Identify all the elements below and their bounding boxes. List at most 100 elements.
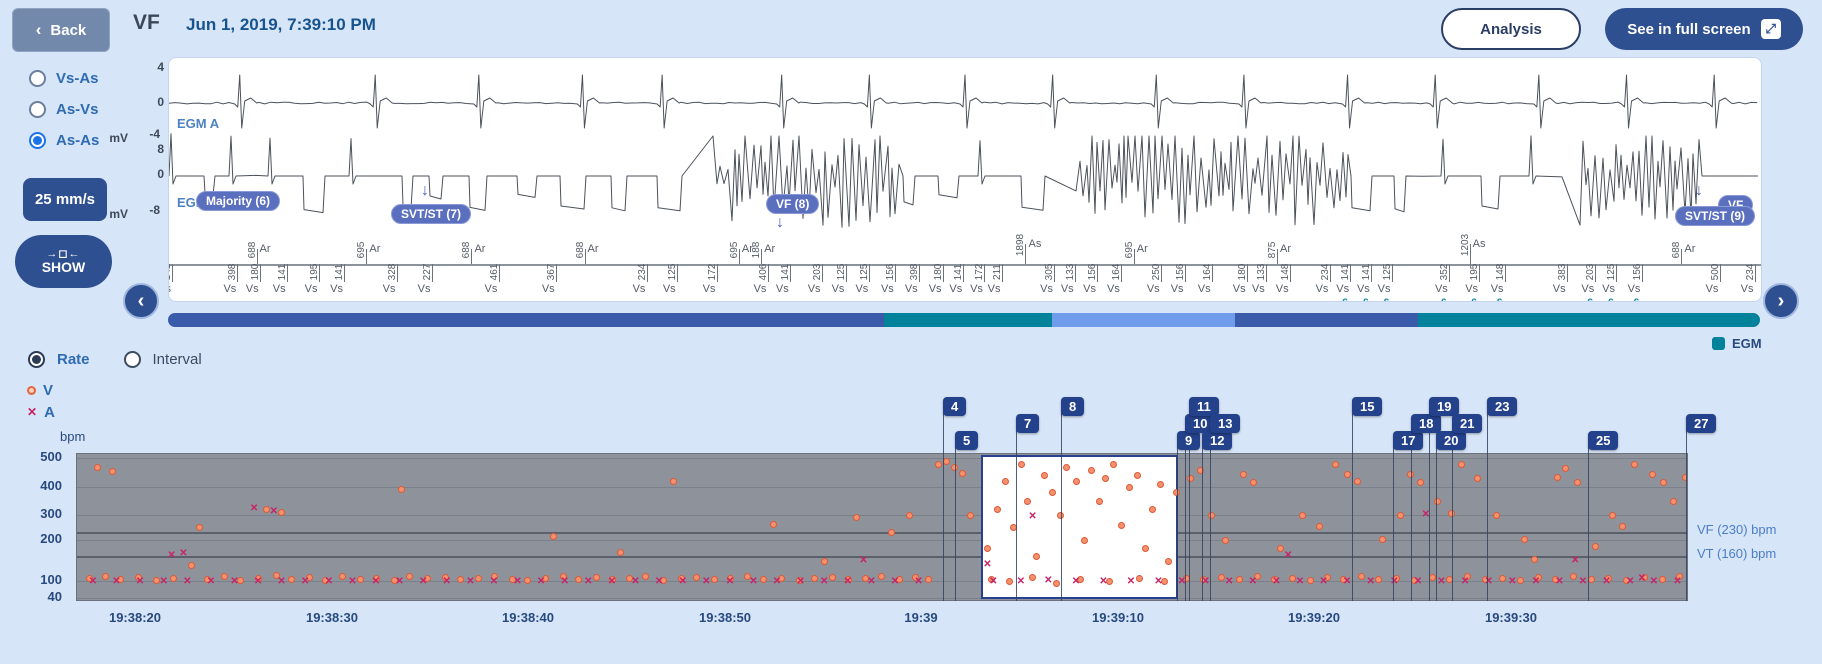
- v-rate-point: [372, 574, 380, 582]
- episode-line-8: [1061, 405, 1062, 601]
- radio-as-vs[interactable]: As-Vs: [29, 101, 99, 118]
- episode-flag-10[interactable]: 10: [1185, 414, 1216, 433]
- back-button[interactable]: ‹ Back: [12, 8, 110, 52]
- episode-line-19: [1429, 405, 1430, 601]
- episode-flag-17[interactable]: 17: [1393, 431, 1424, 450]
- analysis-button[interactable]: Analysis: [1441, 8, 1581, 50]
- v-rate-point: [1609, 511, 1617, 519]
- marker-tick: [237, 264, 239, 282]
- episode-flag-5[interactable]: 5: [955, 431, 979, 450]
- y-tick-100: 100: [40, 572, 62, 587]
- mode-radio-group: Rate Interval: [28, 351, 202, 368]
- v-rate-point: [575, 575, 583, 583]
- episode-flag-27[interactable]: 27: [1686, 414, 1717, 433]
- v-rate-point: [844, 576, 852, 584]
- radio-as-vs-dot[interactable]: [29, 101, 46, 118]
- rate-plot-area[interactable]: ✕ ✕ ✕ ✕ ✕ ✕ ✕ ✕ ✕ ✕ ✕ ✕ ✕ ✕ ✕ ✕ ✕ ✕ ✕ ✕ ✕ ✕ ✕ ✕ ✕ ✕ ✕ ✕ ✕ ✕ ✕ ✕ ✕ ✕ ✕ ✕ ✕ ✕ ✕ ✕…: [76, 453, 1688, 601]
- episode-flag-8[interactable]: 8: [1061, 397, 1085, 416]
- v-rate-point: [862, 575, 870, 582]
- marker-type-label: Vs: [382, 283, 396, 295]
- egm-a-waveform: [169, 74, 1758, 129]
- marker-type-label: Vs: [1146, 283, 1160, 295]
- v-rate-point: [608, 576, 616, 584]
- episode-flag-19[interactable]: 19: [1429, 397, 1460, 416]
- v-rate-point: [1053, 579, 1060, 587]
- strip-position-bar[interactable]: [168, 313, 1760, 327]
- rate-trend-chart: ✕ ✕ ✕ ✕ ✕ ✕ ✕ ✕ ✕ ✕ ✕ ✕ ✕ ✕ ✕ ✕ ✕ ✕ ✕ ✕ ✕ ✕ ✕ ✕ ✕ ✕ ✕ ✕ ✕ ✕ ✕ ✕ ✕ ✕ ✕ ✕ ✕ ✕ ✕ ✕…: [76, 395, 1717, 601]
- v-rate-point: [1416, 479, 1424, 487]
- v-rate-point: [1552, 575, 1560, 583]
- episode-flag-20[interactable]: 20: [1436, 431, 1467, 450]
- marker-capture-flag: c: [1440, 296, 1447, 302]
- marker-tick: [942, 264, 944, 282]
- a-rate-point: ✕: [820, 575, 829, 587]
- chevron-left-icon: ‹: [35, 20, 42, 39]
- v-rate-point: [423, 575, 431, 583]
- episode-flag-18[interactable]: 18: [1411, 414, 1442, 433]
- episode-flag-13[interactable]: 13: [1210, 414, 1241, 433]
- a-rate-point: ✕: [206, 575, 216, 587]
- v-rate-point: [117, 576, 125, 584]
- radio-vs-as[interactable]: Vs-As: [29, 70, 99, 87]
- a-rate-point: ✕: [1508, 576, 1517, 588]
- episode-flag-23[interactable]: 23: [1487, 397, 1518, 416]
- marker-type-label: Vs: [904, 283, 918, 295]
- interval-radio-wrap[interactable]: Interval: [123, 351, 202, 368]
- marker-tick: [1184, 264, 1186, 282]
- marker-type-label: Vs: [1275, 283, 1289, 295]
- episode-line-4: [943, 405, 944, 601]
- annotation-svt-st-9-: SVT/ST (9): [1675, 206, 1756, 226]
- a-rate-point: ✕: [112, 575, 121, 587]
- show-button[interactable]: →◻← SHOW: [15, 235, 112, 288]
- episode-flag-7[interactable]: 7: [1016, 414, 1040, 433]
- v-rate-point: [109, 468, 117, 476]
- v-rate-point: [1017, 461, 1025, 469]
- episode-flag-25[interactable]: 25: [1588, 431, 1619, 450]
- episode-flag-4[interactable]: 4: [943, 397, 967, 416]
- v-rate-point: [1562, 465, 1570, 473]
- scroll-left-button[interactable]: ‹: [123, 283, 159, 319]
- v-rate-point: [994, 506, 1001, 514]
- y-tick-40: 40: [47, 589, 62, 604]
- v-rate-point: [134, 574, 142, 582]
- a-rate-point: ✕: [1225, 576, 1234, 588]
- episode-flag-15[interactable]: 15: [1352, 397, 1383, 416]
- v-rate-point: [357, 575, 365, 583]
- marker-tick: [845, 264, 847, 282]
- v-rate-point: [1141, 545, 1149, 553]
- marker-capture-flag: c: [1471, 296, 1477, 302]
- gridline-100: [77, 581, 1687, 583]
- scroll-right-button[interactable]: ›: [1763, 283, 1799, 319]
- marker-tick: [1641, 264, 1643, 282]
- gridline-500: [77, 458, 1687, 460]
- radio-as-as-dot[interactable]: [29, 132, 46, 149]
- v-rate-point: [1406, 470, 1414, 478]
- a-rate-point: ✕: [1028, 511, 1037, 523]
- marker-tick: [984, 264, 986, 282]
- episode-line-17: [1393, 439, 1394, 601]
- annotation-arrow-down-icon: ↓: [1695, 182, 1703, 199]
- marker-type-label: Vs: [1060, 283, 1074, 295]
- episode-flag-11[interactable]: 11: [1189, 397, 1219, 416]
- marker-type-label: Ar: [1136, 243, 1148, 255]
- v-rate-point: [1676, 573, 1684, 581]
- radio-vs-as-dot[interactable]: [29, 70, 46, 87]
- a-rate-point: ✕: [843, 576, 852, 588]
- v-rate-point: [1005, 578, 1013, 586]
- rate-radio[interactable]: [28, 351, 45, 368]
- marker-type-label: Vs: [1602, 283, 1615, 295]
- episode-flag-12[interactable]: 12: [1202, 431, 1233, 450]
- fullscreen-button[interactable]: See in full screen ⤢: [1605, 8, 1803, 50]
- gridline-200: [77, 539, 1687, 541]
- marker-interval: 695: [1123, 241, 1135, 259]
- position-bar-segment: [168, 313, 885, 327]
- episode-flag-9[interactable]: 9: [1177, 431, 1201, 450]
- v-rate-point: [1623, 576, 1631, 584]
- episode-flag-21[interactable]: 21: [1452, 414, 1483, 433]
- marker-tick: [344, 264, 346, 282]
- sweep-speed-button[interactable]: 25 mm/s: [23, 178, 107, 221]
- interval-radio[interactable]: [123, 351, 141, 368]
- radio-as-as[interactable]: As-As: [29, 132, 99, 149]
- a-rate-point: ✕: [1578, 575, 1588, 587]
- egm-legend-label: EGM: [1732, 336, 1762, 351]
